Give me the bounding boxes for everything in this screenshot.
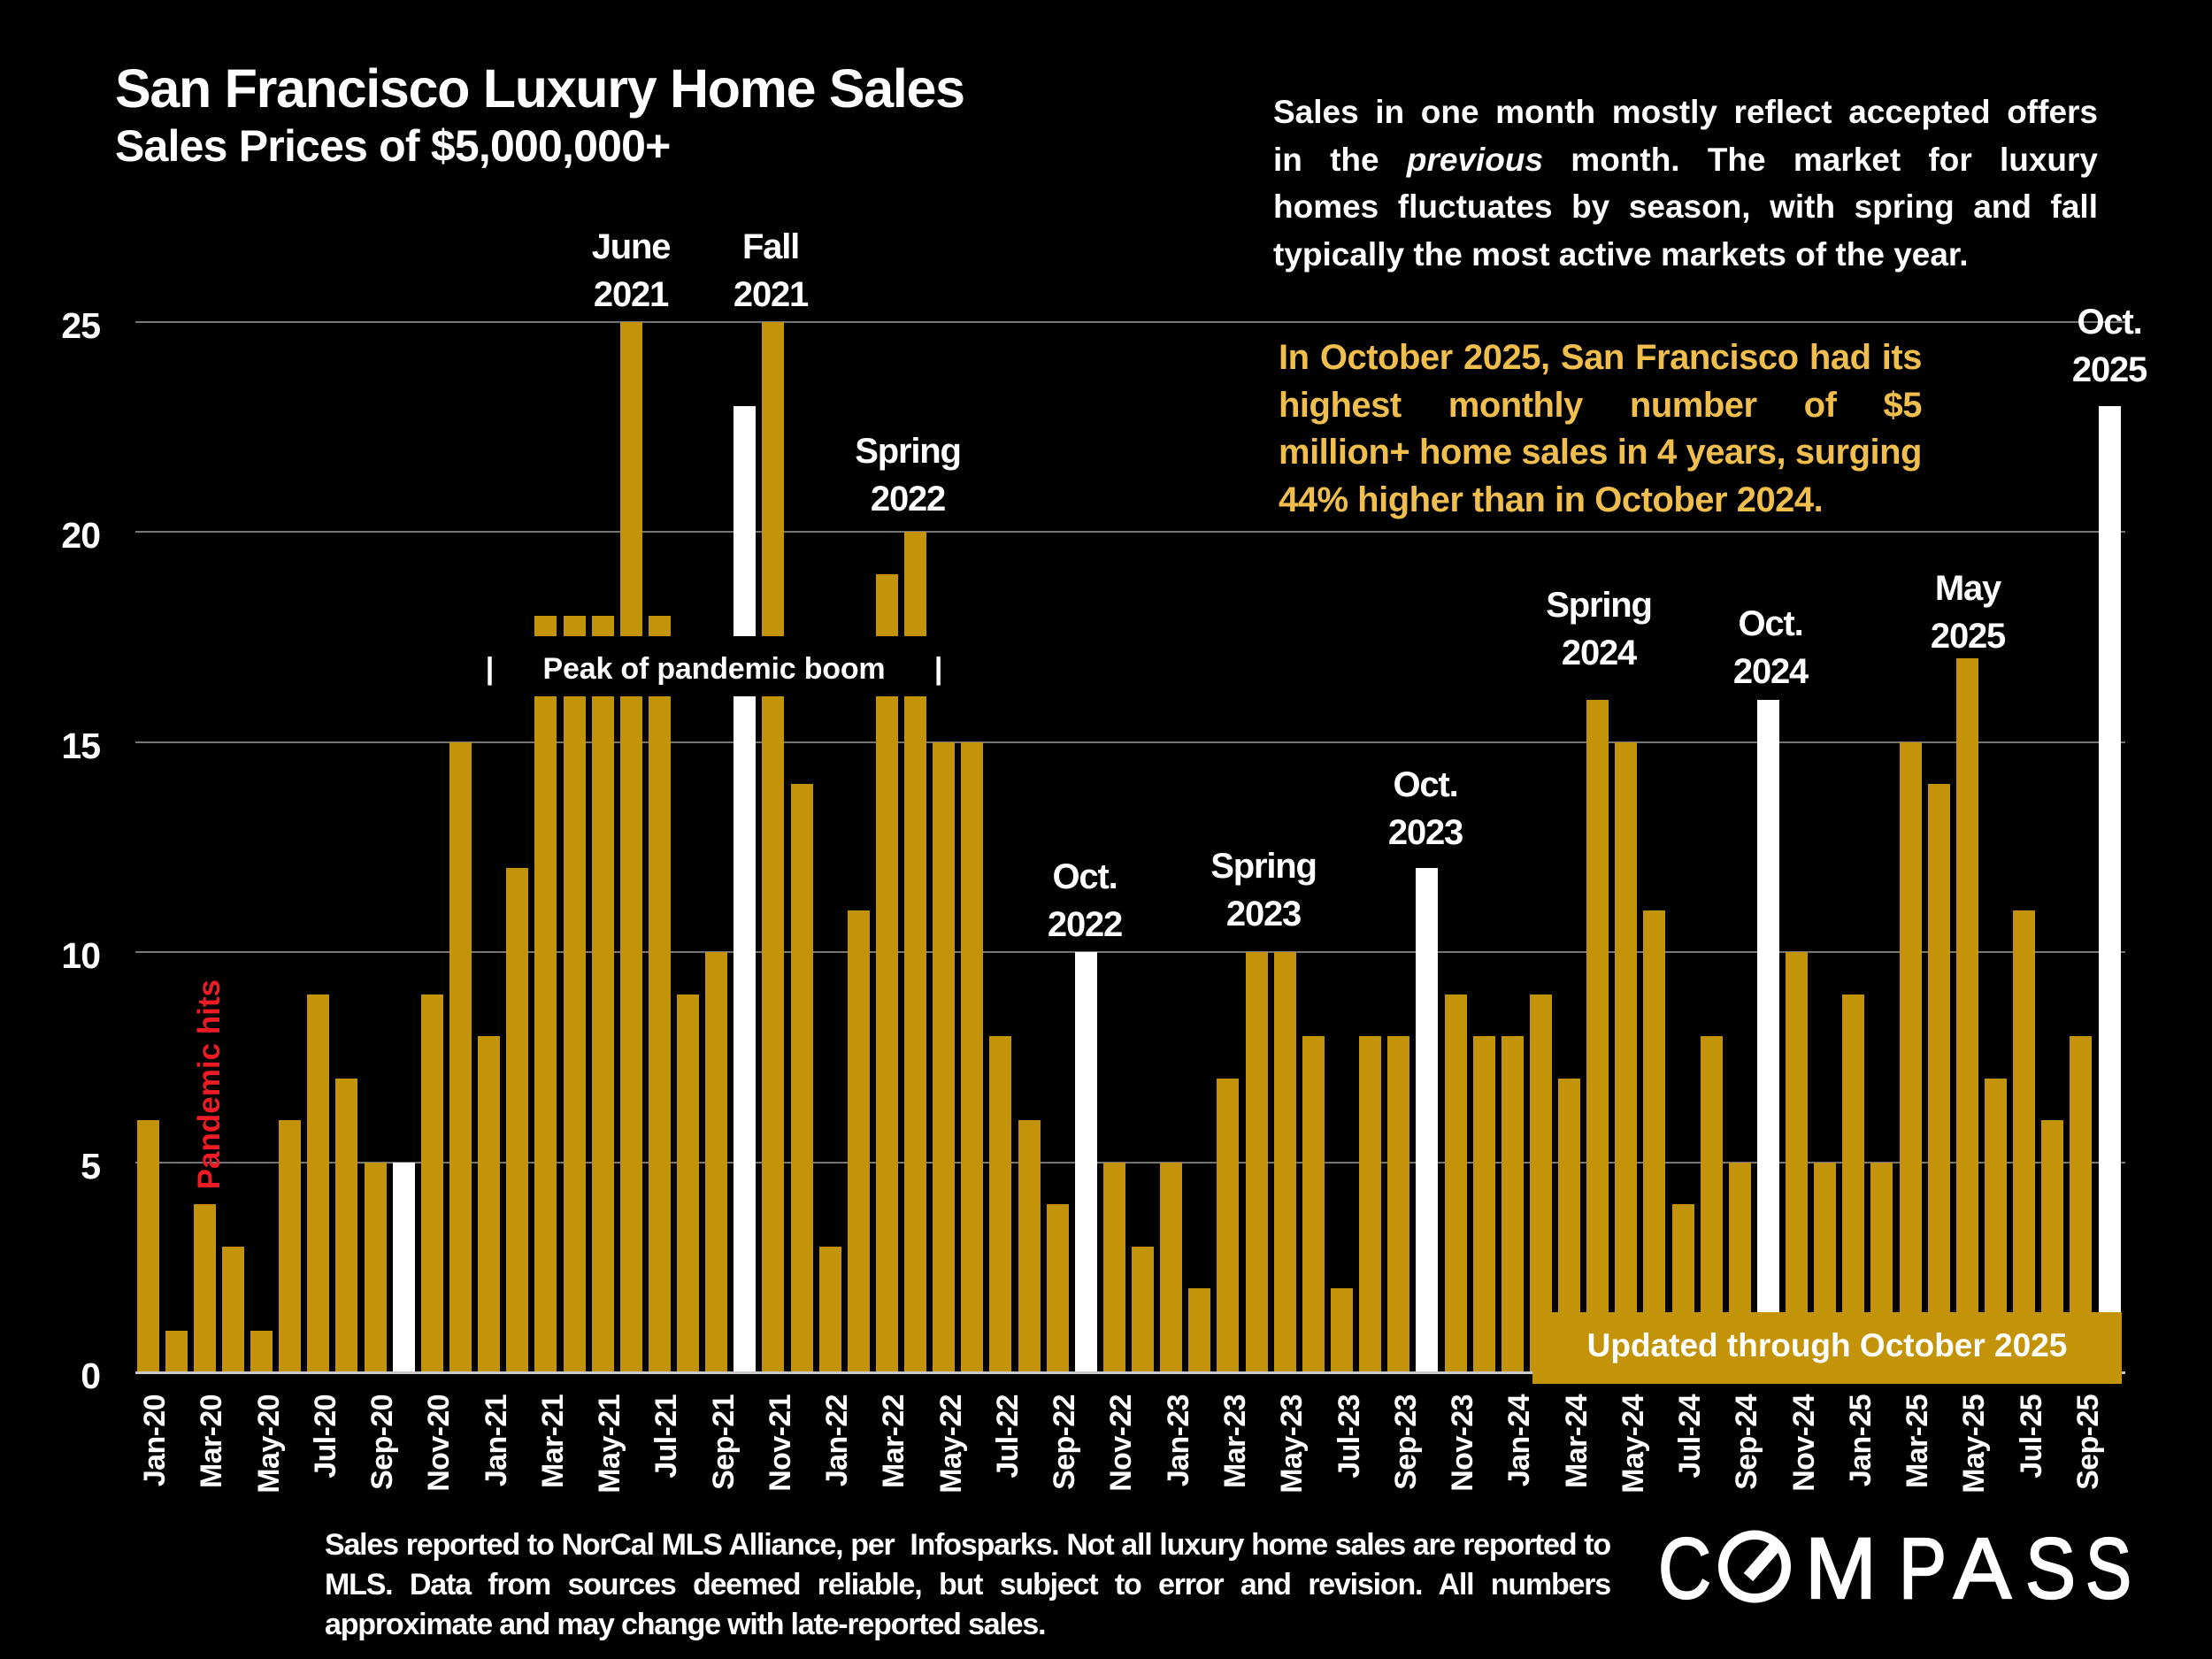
svg-text:C: C: [1658, 1520, 1711, 1617]
svg-text:P: P: [1899, 1520, 1947, 1617]
svg-text:S: S: [2085, 1520, 2131, 1617]
svg-text:S: S: [2025, 1520, 2076, 1617]
svg-text:A: A: [1954, 1520, 2011, 1617]
svg-text:M: M: [1805, 1520, 1877, 1617]
